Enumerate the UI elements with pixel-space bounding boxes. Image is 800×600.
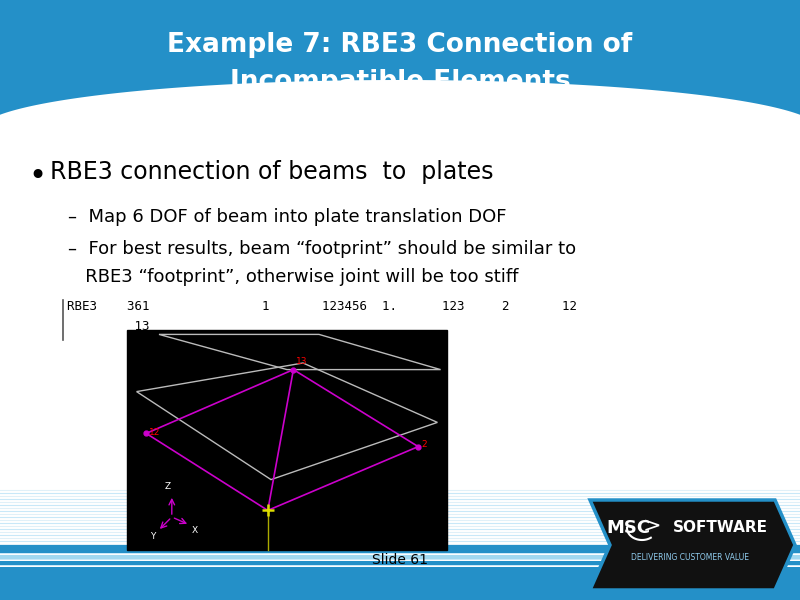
Text: RBE3    361               1       123456  1.      123     2       12: RBE3 361 1 123456 1. 123 2 12 <box>67 300 577 313</box>
FancyBboxPatch shape <box>0 567 800 600</box>
FancyBboxPatch shape <box>0 561 800 565</box>
Text: –  Map 6 DOF of beam into plate translation DOF: – Map 6 DOF of beam into plate translati… <box>68 208 506 226</box>
Text: SOFTWARE: SOFTWARE <box>673 520 767 535</box>
Text: Z: Z <box>165 482 171 491</box>
FancyBboxPatch shape <box>127 330 447 550</box>
Text: >: > <box>642 516 662 536</box>
Text: Y: Y <box>150 532 155 541</box>
Text: 13: 13 <box>296 356 308 365</box>
Text: Slide 61: Slide 61 <box>372 553 428 567</box>
Text: 13: 13 <box>67 320 150 333</box>
Text: RBE3 “footprint”, otherwise joint will be too stiff: RBE3 “footprint”, otherwise joint will b… <box>68 268 518 286</box>
Polygon shape <box>590 500 795 590</box>
Text: Example 7: RBE3 Connection of: Example 7: RBE3 Connection of <box>167 32 633 58</box>
Text: 2: 2 <box>421 440 427 449</box>
Text: RBE3 connection of beams  to  plates: RBE3 connection of beams to plates <box>50 160 494 184</box>
Text: –  For best results, beam “footprint” should be similar to: – For best results, beam “footprint” sho… <box>68 240 576 258</box>
Text: DELIVERING CUSTOMER VALUE: DELIVERING CUSTOMER VALUE <box>631 553 749 563</box>
FancyBboxPatch shape <box>0 0 800 130</box>
Text: X: X <box>192 526 198 535</box>
Text: MSC: MSC <box>606 519 650 537</box>
FancyBboxPatch shape <box>0 555 800 559</box>
Text: Incompatible Elements: Incompatible Elements <box>230 69 570 95</box>
Polygon shape <box>0 80 800 130</box>
FancyBboxPatch shape <box>0 545 800 553</box>
Text: 12: 12 <box>149 428 161 437</box>
Text: •: • <box>28 162 46 191</box>
